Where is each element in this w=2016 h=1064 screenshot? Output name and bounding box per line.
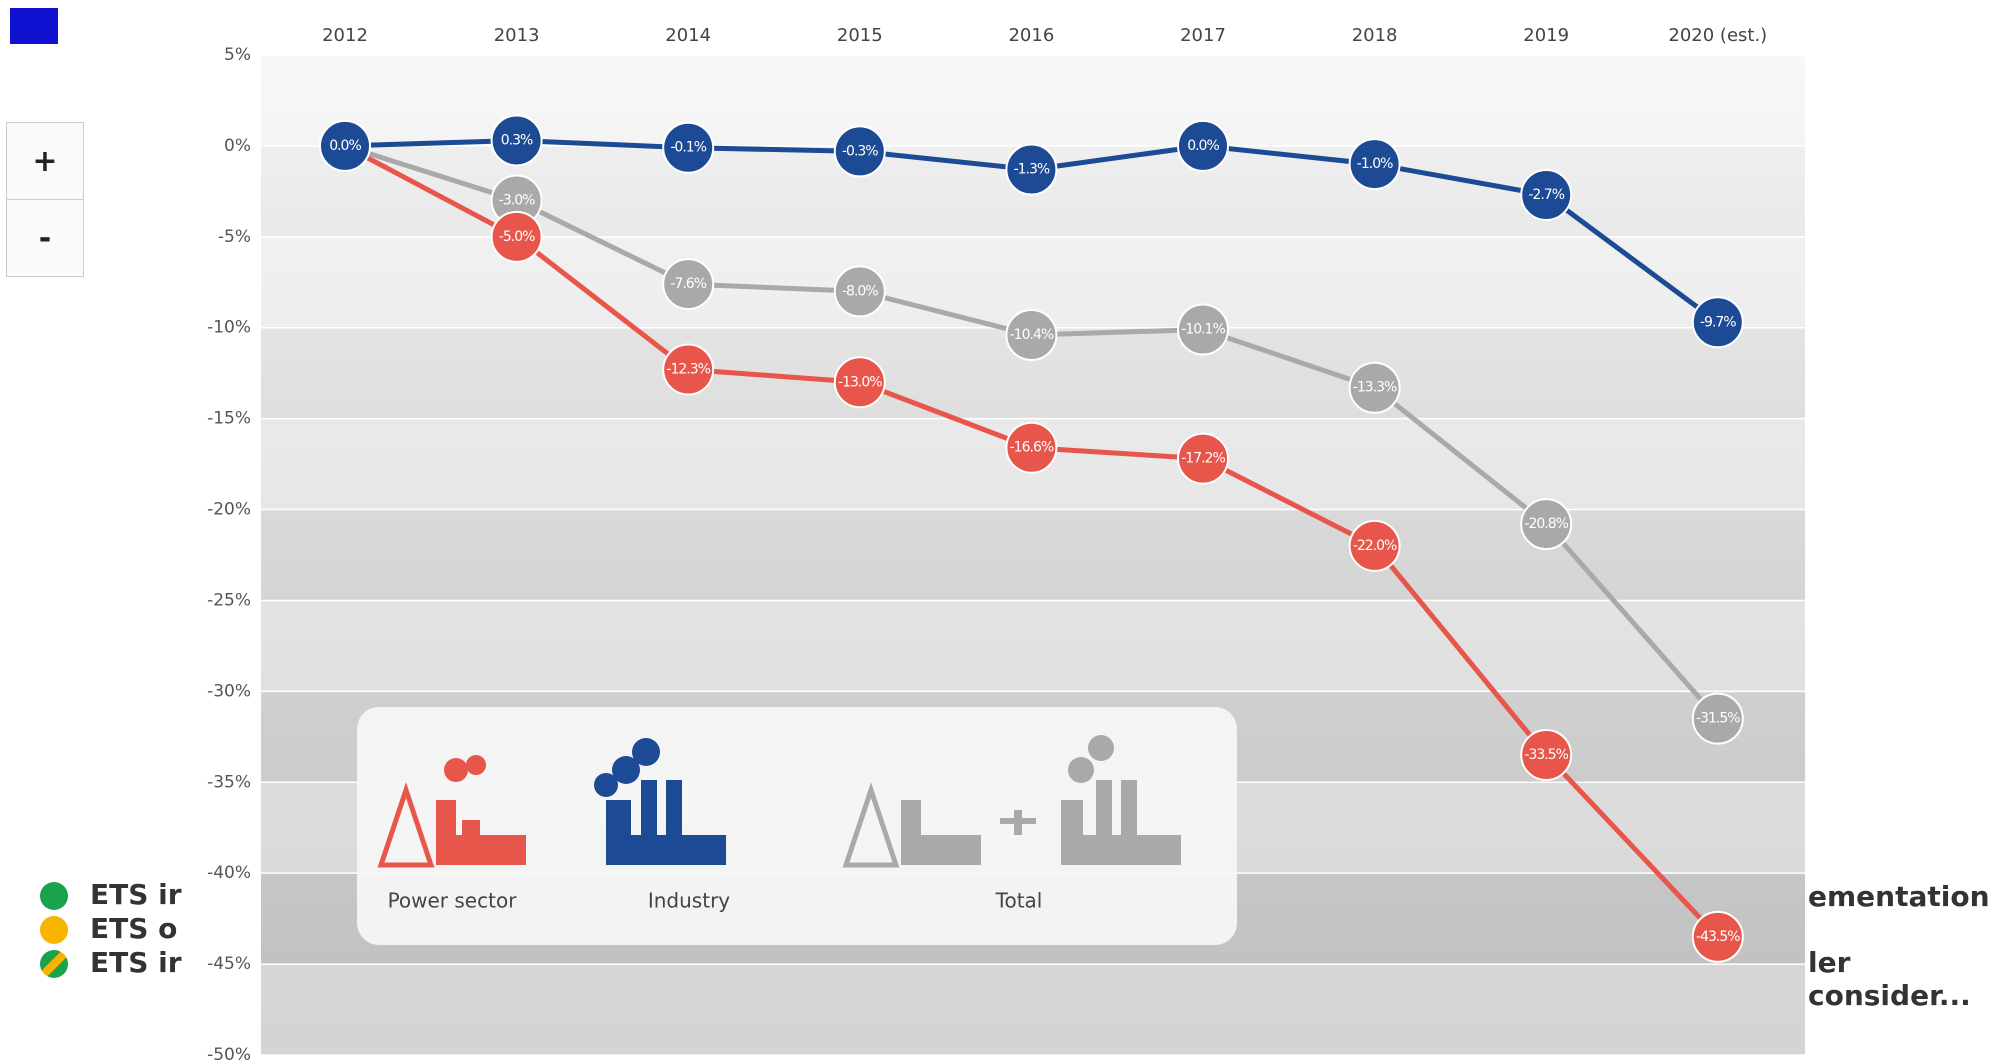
data-label: -31.5% bbox=[1696, 711, 1740, 727]
legend-text: ETS o bbox=[90, 912, 178, 945]
side-text: ementation bbox=[1808, 880, 1990, 913]
y-tick-label: -40% bbox=[207, 863, 251, 883]
data-point bbox=[1177, 432, 1229, 485]
y-tick-label: -30% bbox=[207, 681, 251, 701]
data-point bbox=[1348, 138, 1401, 191]
legend-dot bbox=[40, 916, 68, 944]
data-label: -3.0% bbox=[499, 192, 535, 208]
y-tick-label: -10% bbox=[207, 318, 251, 338]
legend-label: Total bbox=[995, 889, 1043, 913]
data-point bbox=[1177, 303, 1229, 356]
data-label: -13.0% bbox=[838, 374, 882, 390]
y-tick-label: -25% bbox=[207, 590, 251, 610]
data-point bbox=[319, 119, 371, 172]
legend-dot bbox=[40, 950, 68, 978]
fragment bbox=[10, 8, 58, 44]
y-tick-label: -50% bbox=[207, 1045, 251, 1064]
data-point bbox=[1520, 169, 1573, 221]
data-label: -10.1% bbox=[1181, 322, 1225, 338]
data-point bbox=[662, 258, 715, 311]
total-icon bbox=[842, 735, 1181, 868]
zoom-in[interactable]: + bbox=[6, 122, 84, 200]
data-point bbox=[1348, 361, 1401, 414]
x-tick-label: 2014 bbox=[665, 25, 711, 46]
data-label: -10.4% bbox=[1010, 327, 1054, 343]
data-point bbox=[662, 121, 715, 174]
data-label: -12.3% bbox=[666, 362, 710, 378]
legend-text: ETS ir bbox=[90, 946, 182, 979]
data-point bbox=[833, 265, 886, 318]
data-label: -7.6% bbox=[670, 276, 706, 292]
data-label: -0.3% bbox=[842, 143, 878, 159]
data-label: -43.5% bbox=[1696, 929, 1740, 945]
data-label: -1.0% bbox=[1357, 156, 1393, 172]
data-label: -16.6% bbox=[1010, 440, 1054, 456]
data-label: 0.0% bbox=[1187, 138, 1219, 154]
data-label: 0.3% bbox=[501, 132, 533, 148]
data-point bbox=[833, 125, 886, 178]
data-label: -17.2% bbox=[1181, 451, 1225, 467]
data-label: -5.0% bbox=[499, 229, 535, 245]
data-label: -0.1% bbox=[670, 140, 706, 156]
side-text: ler consider... bbox=[1808, 946, 1971, 1012]
x-tick-label: 2016 bbox=[1008, 25, 1054, 46]
x-tick-label: 2018 bbox=[1352, 25, 1398, 46]
legend-label: Power sector bbox=[388, 889, 518, 913]
legend-label: Industry bbox=[648, 889, 730, 913]
x-tick-label: 2012 bbox=[322, 25, 368, 46]
data-point bbox=[1520, 498, 1573, 551]
legend-box bbox=[357, 707, 1237, 945]
data-point bbox=[662, 343, 715, 396]
data-label: -13.3% bbox=[1353, 380, 1397, 396]
data-point bbox=[490, 210, 543, 263]
y-tick-label: -20% bbox=[207, 500, 251, 520]
data-label: -8.0% bbox=[842, 283, 878, 299]
data-point bbox=[1348, 519, 1401, 572]
x-tick-label: 2015 bbox=[837, 25, 883, 46]
data-point bbox=[1005, 309, 1058, 361]
y-tick-label: 5% bbox=[224, 45, 251, 65]
x-tick-label: 2020 (est.) bbox=[1668, 25, 1767, 46]
y-tick-label: -45% bbox=[207, 954, 251, 974]
data-point bbox=[1691, 692, 1744, 745]
grid-band bbox=[261, 600, 1805, 692]
data-label: -9.7% bbox=[1700, 314, 1736, 330]
data-label: -33.5% bbox=[1524, 747, 1568, 763]
data-point bbox=[1691, 296, 1744, 349]
data-point bbox=[490, 114, 543, 167]
data-point bbox=[1691, 910, 1744, 963]
y-tick-label: 0% bbox=[224, 136, 251, 156]
data-point bbox=[1177, 119, 1229, 172]
data-label: 0.0% bbox=[329, 138, 361, 154]
x-tick-label: 2013 bbox=[494, 25, 540, 46]
data-point bbox=[1005, 421, 1058, 474]
grid-band bbox=[261, 964, 1805, 1055]
data-label: -20.8% bbox=[1524, 516, 1568, 532]
legend-dot bbox=[40, 882, 68, 910]
y-tick-label: -35% bbox=[207, 772, 251, 792]
zoom-out[interactable]: - bbox=[6, 199, 84, 277]
x-tick-label: 2019 bbox=[1523, 25, 1569, 46]
data-label: -22.0% bbox=[1353, 538, 1397, 554]
data-label: -2.7% bbox=[1528, 187, 1564, 203]
industry-icon bbox=[594, 738, 726, 865]
power-icon bbox=[377, 755, 526, 868]
data-label: -1.3% bbox=[1014, 162, 1050, 178]
data-point bbox=[1005, 143, 1058, 196]
y-tick-label: -5% bbox=[218, 227, 251, 247]
data-point bbox=[833, 356, 886, 409]
y-tick-label: -15% bbox=[207, 409, 251, 429]
chart: 5% 0% -5% -10% -15% -20% -25% -30% -35% -40% -45% -… bbox=[207, 25, 1805, 1064]
data-point bbox=[1520, 729, 1573, 781]
x-tick-label: 2017 bbox=[1180, 25, 1226, 46]
legend-text: ETS ir bbox=[90, 878, 182, 911]
